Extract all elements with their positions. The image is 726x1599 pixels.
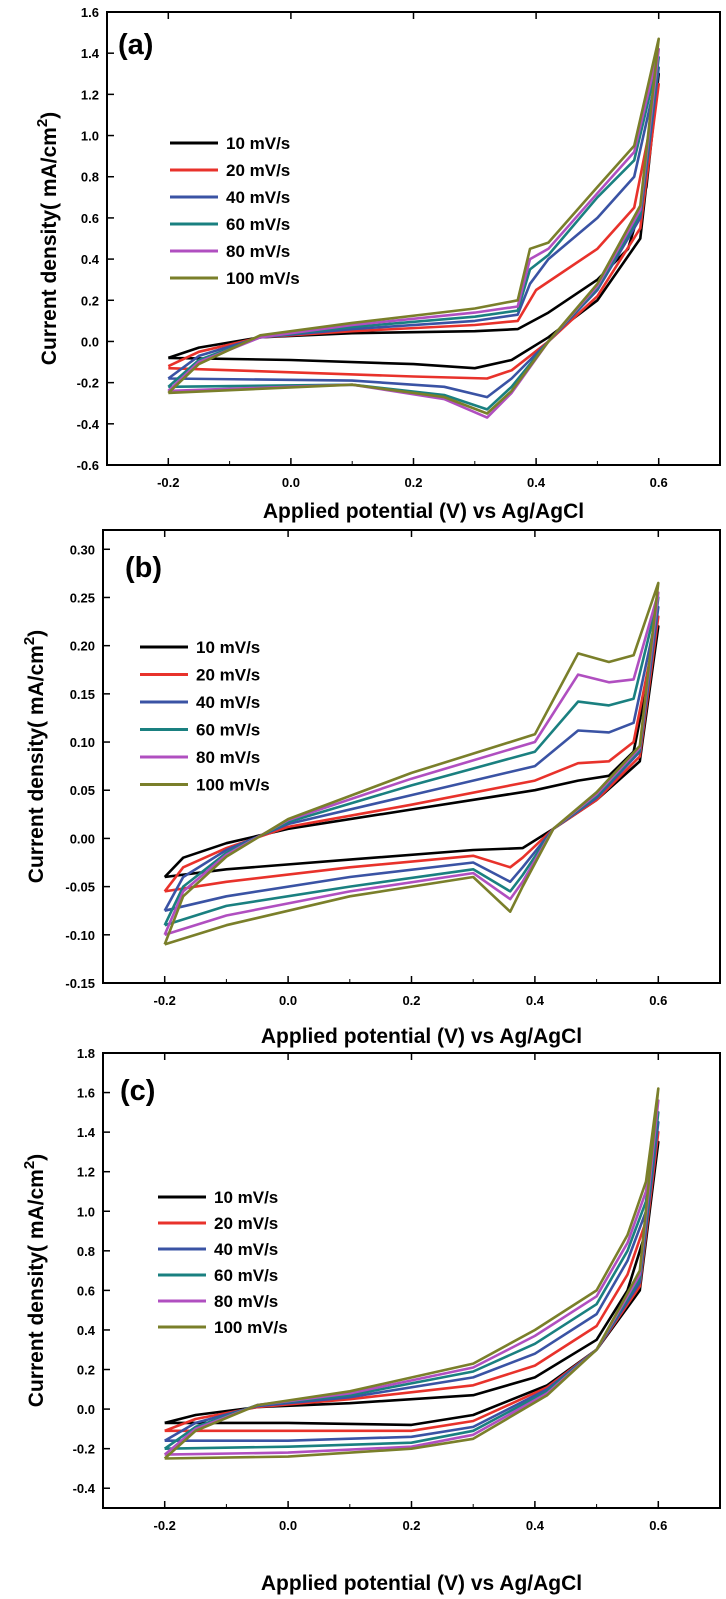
x-tick-label: 0.4 [526,1518,545,1533]
legend-label: 80 mV/s [196,748,260,767]
y-tick-label: 1.2 [81,87,99,102]
y-tick-label: 0.10 [70,735,95,750]
legend-label: 10 mV/s [226,134,290,153]
series-line-100-mv-s [167,37,660,415]
y-tick-label: 0.30 [70,542,95,557]
y-tick-label: 0.2 [81,293,99,308]
y-tick-label: -0.2 [73,1442,95,1457]
x-tick-label: 0.0 [279,1518,297,1533]
legend-label: 100 mV/s [196,776,270,795]
y-tick-label: 0.0 [77,1402,95,1417]
legend-label: 40 mV/s [196,693,260,712]
y-tick-label: 0.20 [70,639,95,654]
legend-label: 40 mV/s [226,188,290,207]
y-tick-label: 0.0 [81,334,99,349]
y-tick-label: 0.15 [70,687,95,702]
x-tick-label: -0.2 [157,475,179,490]
y-tick-label: 1.2 [77,1165,95,1180]
x-axis-label: Applied potential (V) vs Ag/AgCl [263,500,584,523]
y-tick-label: -0.4 [77,417,100,432]
x-tick-label: 0.6 [649,993,667,1008]
panel-label: (c) [120,1075,155,1107]
y-tick-label: 0.4 [81,252,100,267]
y-tick-label: 1.0 [81,129,99,144]
legend-label: 60 mV/s [214,1266,278,1285]
legend-label: 10 mV/s [214,1188,278,1207]
y-tick-label: -0.15 [65,976,95,991]
x-tick-label: -0.2 [153,993,175,1008]
series-line-100-mv-s [163,1087,660,1460]
cv-chart-panel-b: -0.2 0.0 0.2 0.4 0.6 -0.15 -0.10 -0.05 0.00 0.05 0… [21,529,721,1048]
y-tick-label: 1.8 [77,1046,95,1061]
y-tick-label: 0.6 [77,1283,95,1298]
y-tick-label: 0.25 [70,590,95,605]
series-line-60-mv-s [167,56,660,411]
y-axis-label: Current density( mA/cm2) [21,1154,48,1407]
x-tick-label: -0.2 [153,1518,175,1533]
y-axis-label: Current density( mA/cm2) [34,112,61,365]
y-tick-label: 1.6 [81,5,99,20]
x-axis-label: Applied potential (V) vs Ag/AgCl [261,1572,582,1595]
y-tick-label: -0.2 [77,376,99,391]
y-axis-label: Current density( mA/cm2) [21,630,48,883]
cv-chart-panel-a: -0.2 0.0 0.2 0.4 0.6 -0.6 -0.4 -0.2 0.0 0.2 0.4 0.6… [34,5,721,523]
legend-label: 80 mV/s [226,242,290,261]
panel-label: (a) [118,29,153,61]
x-tick-label: 0.0 [279,993,297,1008]
x-axis-label: Applied potential (V) vs Ag/AgCl [261,1025,582,1048]
y-tick-label: 0.4 [77,1323,96,1338]
y-tick-label: -0.4 [73,1481,96,1496]
y-tick-label: -0.10 [65,928,95,943]
x-tick-label: 0.4 [527,475,546,490]
y-tick-label: 0.00 [70,831,95,846]
y-tick-label: 0.8 [77,1244,95,1259]
legend-label: 20 mV/s [196,666,260,685]
series-line-40-mv-s [167,66,660,399]
legend-label: 80 mV/s [214,1292,278,1311]
legend-label: 10 mV/s [196,638,260,657]
y-tick-label: 0.2 [77,1363,95,1378]
legend-label: 20 mV/s [226,161,290,180]
x-tick-label: 0.4 [526,993,545,1008]
x-tick-label: 0.0 [282,475,300,490]
y-tick-label: 1.0 [77,1204,95,1219]
y-tick-label: -0.6 [77,458,99,473]
y-tick-label: 1.6 [77,1086,95,1101]
y-tick-label: -0.05 [65,880,95,895]
x-tick-label: 0.2 [402,993,420,1008]
y-tick-label: 0.6 [81,211,99,226]
y-tick-label: 0.05 [70,783,95,798]
series-line-80-mv-s [163,1099,660,1456]
legend-label: 40 mV/s [214,1240,278,1259]
x-tick-label: 0.6 [649,1518,667,1533]
y-tick-label: 0.8 [81,170,99,185]
legend-label: 60 mV/s [196,721,260,740]
x-tick-label: 0.6 [650,475,668,490]
series-line-100-mv-s [163,581,660,946]
y-tick-label: 1.4 [77,1125,96,1140]
legend-label: 20 mV/s [214,1214,278,1233]
x-tick-label: 0.2 [404,475,422,490]
x-tick-label: 0.2 [402,1518,420,1533]
cv-chart-panel-c: -0.2 0.0 0.2 0.4 0.6 -0.4 -0.2 0.0 0.2 0.4 0.6 0.8 1… [21,1046,721,1595]
legend-label: 100 mV/s [226,269,300,288]
legend-label: 100 mV/s [214,1318,288,1337]
panel-label: (b) [125,552,162,584]
legend-label: 60 mV/s [226,215,290,234]
series-line-80-mv-s [167,47,660,419]
y-tick-label: 1.4 [81,46,100,61]
